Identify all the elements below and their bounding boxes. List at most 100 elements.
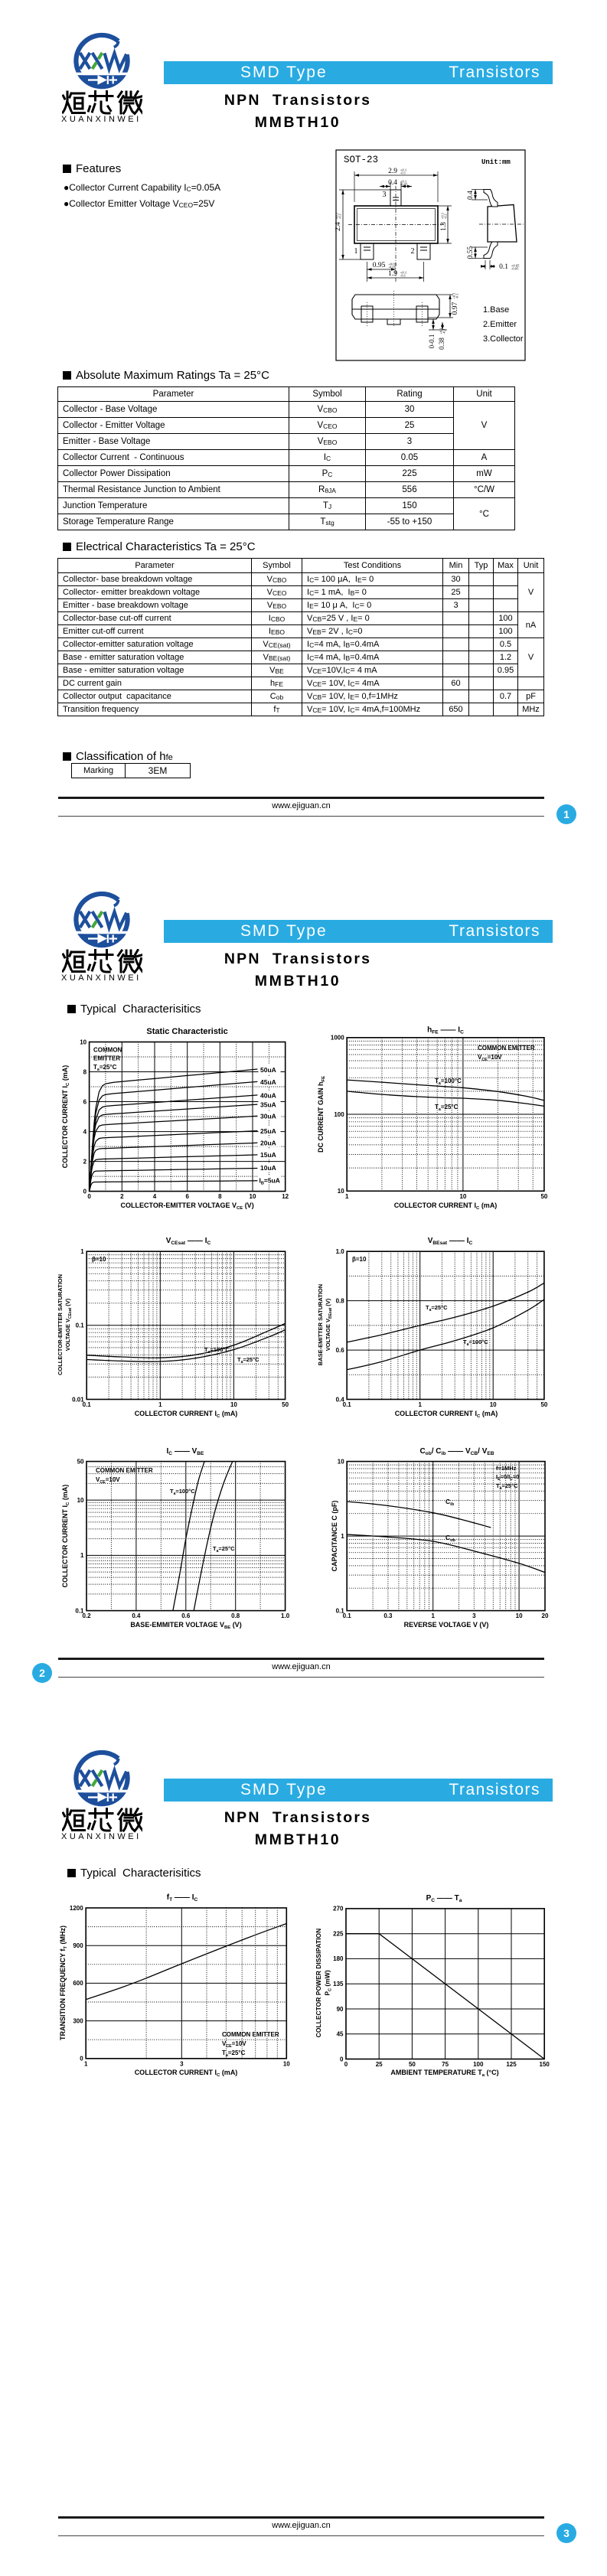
- svg-text:4: 4: [153, 1193, 157, 1200]
- svg-text:10: 10: [283, 2060, 290, 2067]
- svg-text:1000: 1000: [331, 1035, 344, 1042]
- svg-text:600: 600: [73, 1980, 83, 1987]
- svg-text:900: 900: [73, 1942, 83, 1949]
- svg-text:BASE-EMMITER VOLTAGE VBE (: BASE-EMMITER VOLTAGE VBE (V): [130, 1621, 241, 1630]
- svg-text:+0.05: +0.05: [388, 262, 397, 266]
- svg-text:2.9: 2.9: [388, 168, 397, 175]
- svg-text:Unit:mm: Unit:mm: [481, 158, 511, 166]
- svg-text:35uA: 35uA: [260, 1101, 276, 1109]
- svg-text:IB=5uA: IB=5uA: [259, 1177, 280, 1186]
- svg-text:COLLECTOR CURRENT IC (mA): COLLECTOR CURRENT IC (mA): [61, 1485, 70, 1588]
- svg-text:Ta=100°C: Ta=100°C: [170, 1488, 195, 1496]
- svg-text:fT —— IC: fT —— IC: [167, 1893, 198, 1903]
- svg-text:10: 10: [80, 1039, 86, 1045]
- svg-text:EMITTER: EMITTER: [93, 1055, 120, 1062]
- svg-text:VBEsat —— IC: VBEsat —— IC: [428, 1237, 473, 1246]
- svg-text:3: 3: [180, 2060, 184, 2067]
- svg-text:0: 0: [344, 2061, 348, 2068]
- svg-text:Ta=100°C: Ta=100°C: [204, 1346, 230, 1355]
- svg-text:1.Base: 1.Base: [483, 305, 509, 315]
- svg-text:10: 10: [338, 1458, 344, 1465]
- svg-text:3: 3: [383, 191, 387, 199]
- svg-text:Cib: Cib: [445, 1498, 455, 1507]
- svg-text:COLLECTOR CURRENT IC (mA): COLLECTOR CURRENT IC (mA): [135, 2069, 238, 2078]
- svg-text:-0.1: -0.1: [400, 274, 406, 278]
- svg-text:Ta=100°C: Ta=100°C: [463, 1339, 488, 1347]
- svg-text:-0.05: -0.05: [400, 183, 408, 187]
- svg-text:COMMON: COMMON: [93, 1047, 122, 1054]
- svg-text:0.4: 0.4: [388, 179, 397, 187]
- svg-text:0.8: 0.8: [336, 1297, 345, 1304]
- svg-text:CAPACITANCE C (pF): CAPACITANCE C (pF): [331, 1501, 338, 1572]
- svg-text:VCEsat —— IC: VCEsat —— IC: [166, 1237, 211, 1246]
- svg-text:10: 10: [459, 1193, 466, 1200]
- svg-text:Cob: Cob: [445, 1534, 456, 1543]
- svg-text:75: 75: [442, 2061, 449, 2068]
- svg-text:10: 10: [230, 1401, 237, 1408]
- svg-text:+0.1: +0.1: [335, 212, 339, 219]
- svg-text:0.1: 0.1: [499, 263, 508, 271]
- svg-text:0.1: 0.1: [75, 1607, 84, 1614]
- svg-text:135: 135: [333, 1981, 344, 1987]
- svg-text:0: 0: [83, 1188, 87, 1195]
- svg-text:-0.1: -0.1: [455, 293, 459, 299]
- svg-text:40uA: 40uA: [260, 1092, 276, 1100]
- svg-text:+0.1: +0.1: [441, 212, 445, 219]
- svg-text:COMMON EMITTER: COMMON EMITTER: [478, 1045, 535, 1052]
- svg-text:1: 1: [80, 1552, 84, 1559]
- svg-text:REVERSE VOLTAGE V (V): REVERSE VOLTAGE V (V): [404, 1621, 489, 1629]
- svg-text:12: 12: [282, 1193, 289, 1200]
- svg-text:1200: 1200: [70, 1905, 83, 1912]
- svg-text:2: 2: [120, 1193, 124, 1200]
- svg-text:20: 20: [542, 1612, 549, 1619]
- svg-text:1.0: 1.0: [336, 1248, 345, 1255]
- svg-text:125: 125: [506, 2061, 517, 2068]
- svg-text:1.3: 1.3: [440, 222, 448, 231]
- svg-text:+0.1: +0.1: [400, 168, 407, 172]
- svg-text:+0.1: +0.1: [400, 180, 407, 184]
- svg-text:0.2: 0.2: [82, 1612, 91, 1619]
- svg-text:IC —— VBE: IC —— VBE: [167, 1447, 205, 1456]
- svg-text:3.Collector: 3.Collector: [483, 334, 524, 344]
- svg-text:8: 8: [83, 1068, 87, 1075]
- svg-text:Ta=25°C: Ta=25°C: [93, 1064, 117, 1072]
- svg-text:VOLTAGE VBEsat (V): VOLTAGE VBEsat (V): [325, 1298, 333, 1351]
- svg-text:4: 4: [83, 1128, 87, 1135]
- svg-text:100: 100: [334, 1111, 344, 1118]
- svg-text:+0.1: +0.1: [452, 292, 456, 299]
- svg-text:225: 225: [333, 1931, 344, 1938]
- svg-text:0.95: 0.95: [373, 262, 386, 269]
- svg-text:10: 10: [250, 1193, 256, 1200]
- svg-text:-0.1: -0.1: [442, 328, 446, 334]
- svg-text:PC —— Ta: PC —— Ta: [426, 1894, 462, 1903]
- svg-text:COLLECTOR-EMITTER VOLTAGE VC: COLLECTOR-EMITTER VOLTAGE VCE (V): [120, 1202, 253, 1211]
- svg-text:45: 45: [337, 2031, 344, 2038]
- svg-text:-0.05: -0.05: [388, 266, 396, 269]
- svg-text:270: 270: [333, 1906, 344, 1912]
- svg-text:Static Characteristic: Static Characteristic: [146, 1027, 227, 1036]
- svg-text:+0.1: +0.1: [439, 328, 443, 334]
- svg-text:0.3: 0.3: [383, 1612, 393, 1619]
- svg-text:AMBIENT TEMPERATURE Ta (°C: AMBIENT TEMPERATURE Ta (°C): [390, 2069, 498, 2078]
- svg-text:COLLECTOR CURRENT IC (mA): COLLECTOR CURRENT IC (mA): [395, 1410, 498, 1419]
- svg-text:50: 50: [409, 2061, 416, 2068]
- svg-text:0.4: 0.4: [132, 1612, 141, 1619]
- svg-text:f=1MHz: f=1MHz: [496, 1465, 517, 1472]
- svg-text:0.4: 0.4: [467, 191, 475, 200]
- svg-text:0.38: 0.38: [438, 337, 445, 350]
- svg-text:0: 0: [80, 2056, 83, 2062]
- svg-text:1: 1: [341, 1533, 344, 1540]
- svg-text:COMMON EMITTER: COMMON EMITTER: [222, 2031, 279, 2038]
- svg-text:VCE=10V: VCE=10V: [478, 1054, 502, 1062]
- svg-text:1.9: 1.9: [388, 270, 397, 278]
- svg-text:COLLECTOR POWER DISSIPATION: COLLECTOR POWER DISSIPATION: [315, 1929, 322, 2038]
- svg-text:-0.1: -0.1: [400, 171, 406, 175]
- svg-text:COLLECTOR-EMITTER SATURATION: COLLECTOR-EMITTER SATURATION: [57, 1274, 64, 1375]
- svg-text:β=10: β=10: [352, 1256, 367, 1263]
- svg-text:Ta=25°C: Ta=25°C: [426, 1304, 448, 1312]
- svg-text:Ta=25°C: Ta=25°C: [496, 1482, 518, 1491]
- svg-text:COMMON EMITTER: COMMON EMITTER: [96, 1467, 153, 1474]
- svg-text:30uA: 30uA: [260, 1113, 276, 1120]
- svg-text:1.0: 1.0: [281, 1612, 290, 1619]
- svg-text:2: 2: [411, 247, 415, 256]
